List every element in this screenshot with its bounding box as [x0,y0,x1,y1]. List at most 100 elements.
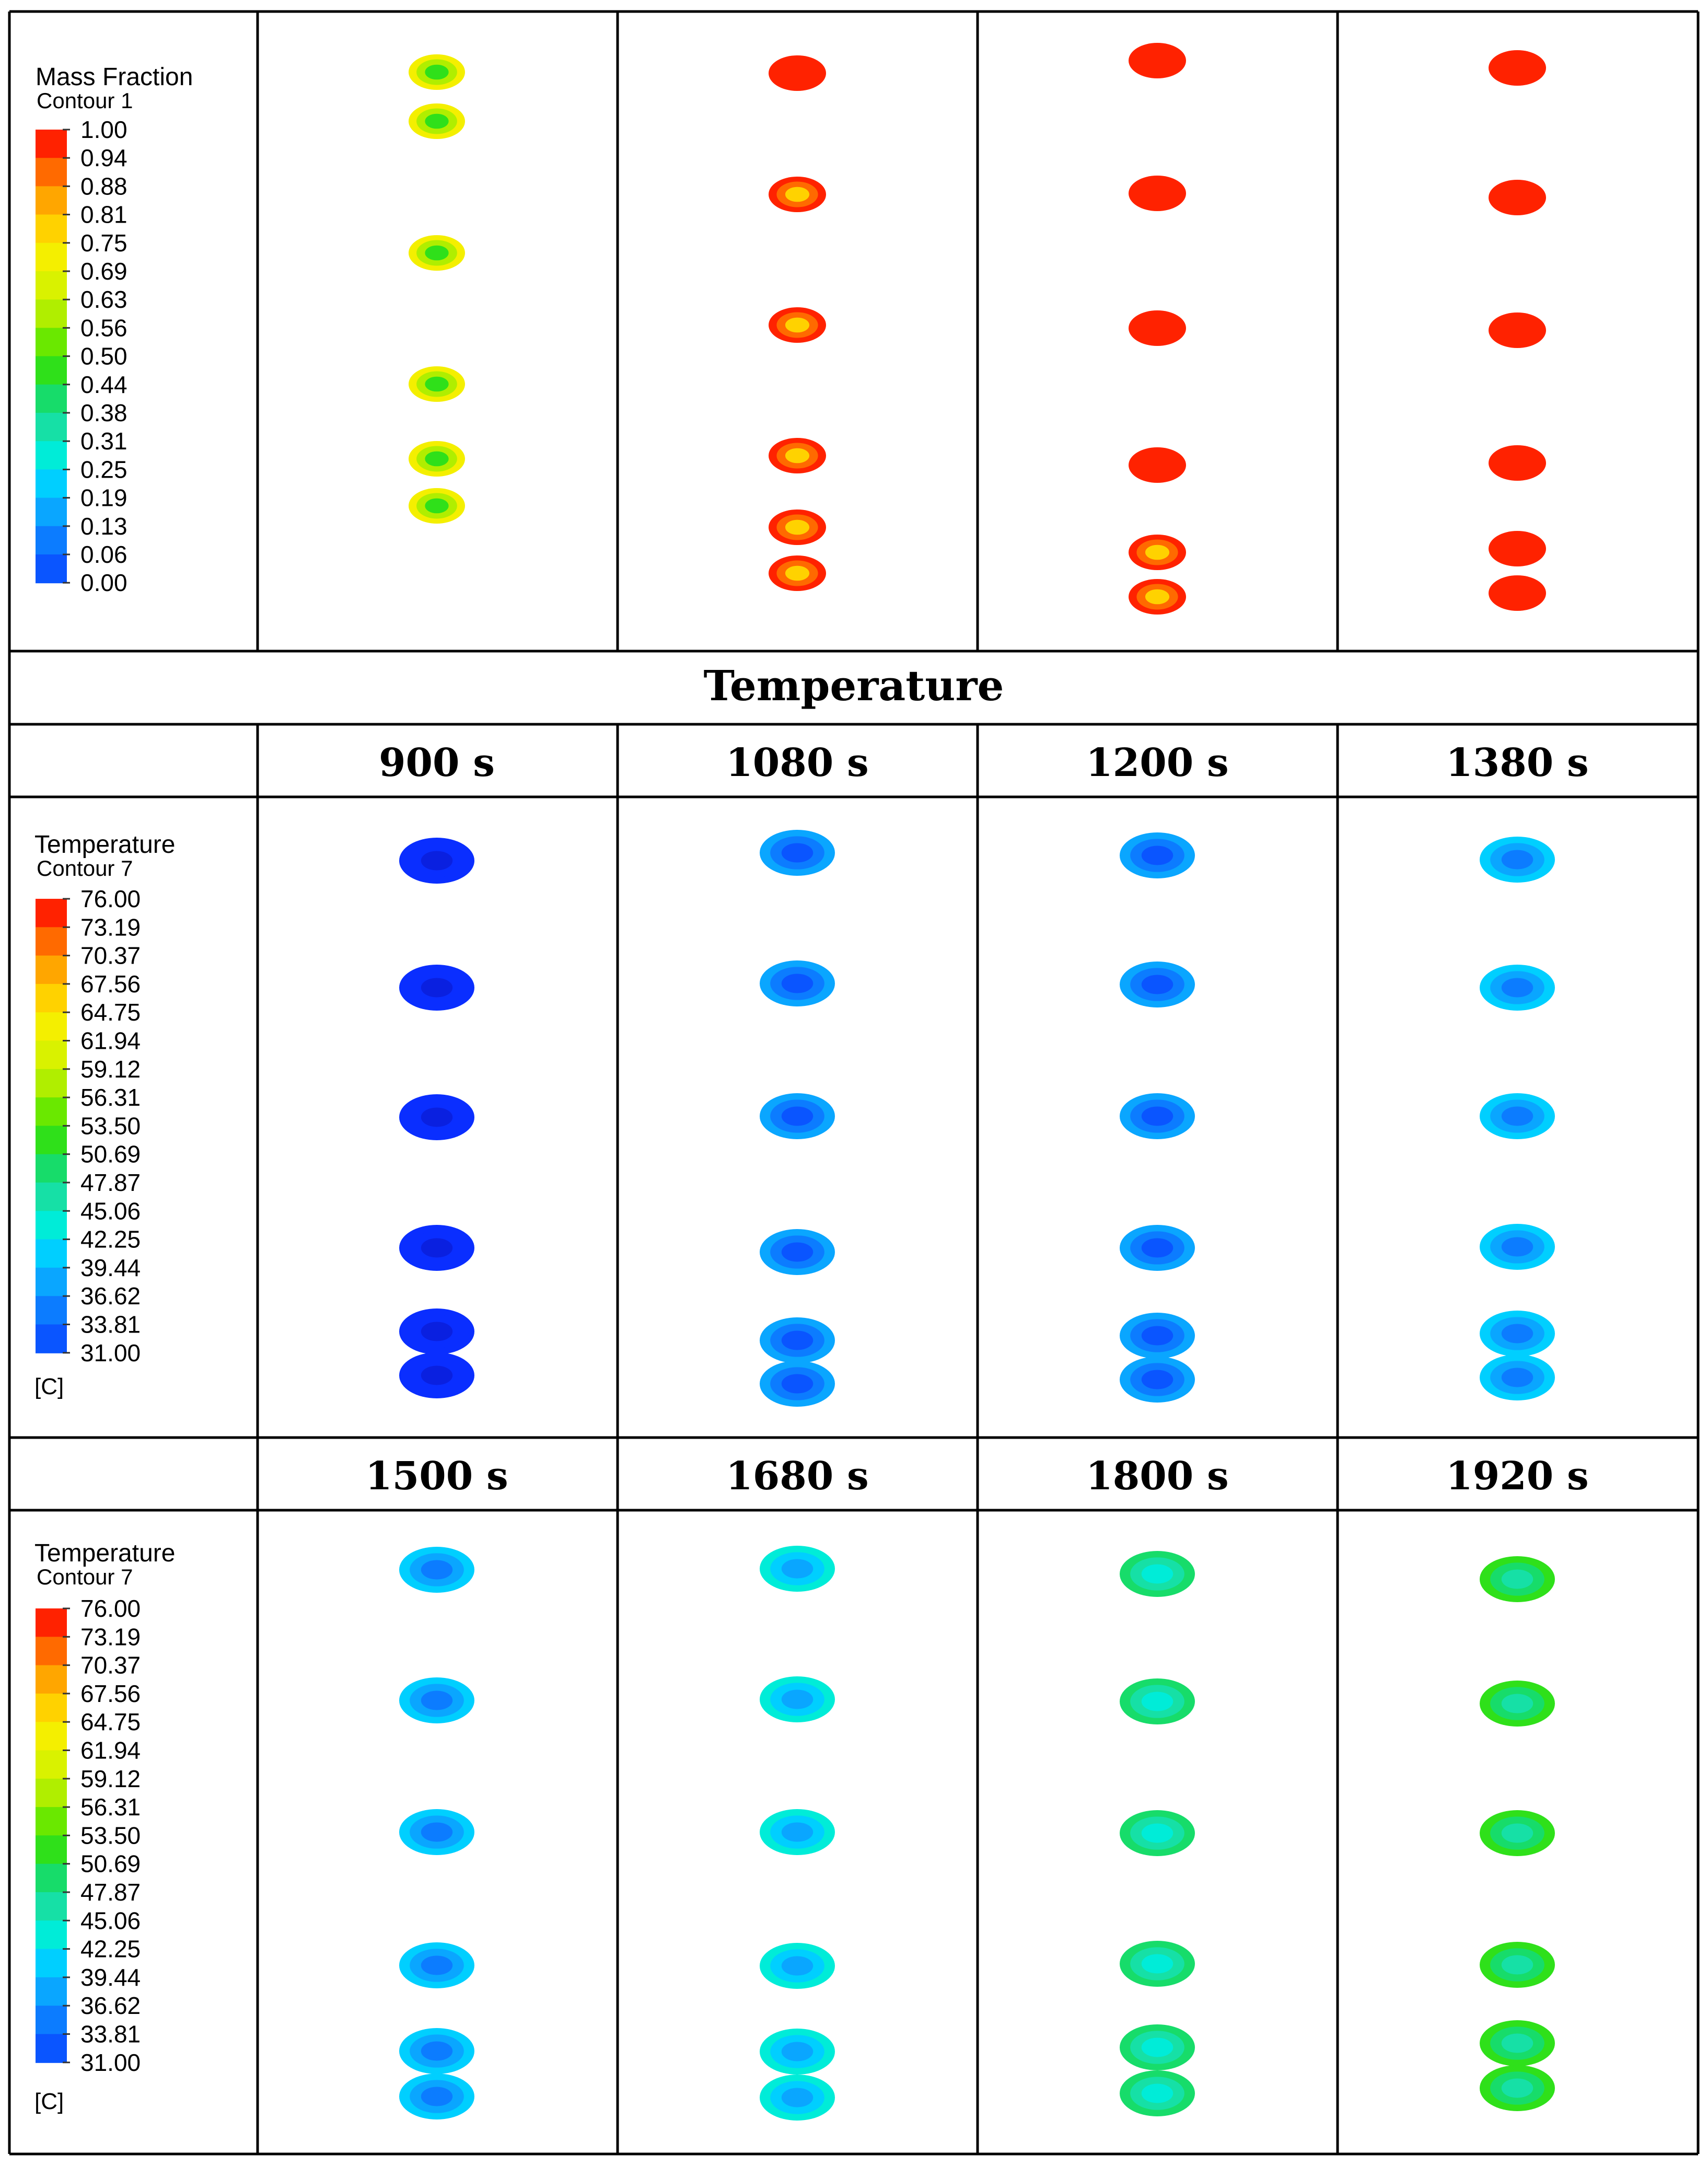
color-bar-segment [36,328,67,357]
droplet-core [425,376,449,392]
time-label-1500: 1500 s [365,1454,508,1499]
droplet-core [1141,845,1173,865]
tick-label: 64.75 [80,1708,141,1735]
tick-label: 0.25 [80,456,127,483]
color-bar-segment [36,1949,67,1978]
color-bar-segment [36,384,67,413]
tick-label: 39.44 [80,1964,141,1991]
tick-label: 50.69 [80,1850,141,1878]
tick-label: 64.75 [80,999,141,1026]
droplet-core [785,317,810,333]
tick-label: 0.44 [80,371,127,398]
legend-title: Temperature [34,831,175,859]
droplet-core [1141,2037,1173,2057]
tick-label: 33.81 [80,1311,141,1338]
color-bar-segment [36,1211,67,1240]
color-bar-segment [36,1778,67,1808]
color-bar-segment [36,469,67,499]
color-bar-segment [36,1012,67,1041]
droplet-core [421,1322,453,1341]
tick-label: 73.19 [80,913,141,941]
mass-fraction-legend: Mass Fraction Contour 1 1.000.940.880.81… [36,63,193,596]
tick-label: 0.56 [80,314,127,341]
droplet-core [781,1330,814,1350]
droplet-core [1141,1326,1173,1346]
temperature-legend-1: Temperature Contour 7 76.0073.1970.3767.… [34,831,175,1399]
color-bar-segment [36,1126,67,1155]
color-bar-segment [36,214,67,244]
color-bar-segment [36,158,67,187]
tick-label: 31.00 [80,2049,141,2076]
droplet-core [421,1365,453,1385]
droplet-core [1141,1106,1173,1126]
droplet-core [421,2041,453,2061]
droplet-core [421,851,453,871]
color-bar-segment [36,1863,67,1893]
tick-label: 36.62 [80,1992,141,2019]
legend-subtitle: Contour 1 [37,88,133,113]
droplet-core [421,1238,453,1258]
droplet-core [1501,1955,1533,1975]
color-bar-segment [36,1750,67,1779]
droplet-core [421,1955,453,1975]
color-bar-segment [36,1040,67,1070]
tick-label: 76.00 [80,1595,141,1622]
section-title: Temperature [704,661,1004,710]
temperature-color-bar [36,1608,67,2063]
droplet-core [1141,1238,1173,1258]
droplet-core [1141,1692,1173,1711]
tick-label: 76.00 [80,885,141,912]
tick-label: 0.75 [80,229,127,257]
droplet-core [1501,1106,1533,1126]
droplet-core [1501,1237,1533,1257]
tick-label: 33.81 [80,2021,141,2048]
droplet-core [1501,1569,1533,1589]
color-bar-segment [36,1665,67,1694]
tick-label: 0.31 [80,427,127,455]
droplet-core [1501,2033,1533,2053]
color-bar-segment [36,1892,67,1921]
legend-unit: [C] [34,2089,64,2114]
mass-fraction-color-bar [36,130,67,584]
tick-label: 56.31 [80,1084,141,1111]
tick-label: 42.25 [80,1936,141,1963]
color-bar-segment [36,130,67,159]
droplet-core [425,64,449,80]
tick-label: 0.69 [80,258,127,285]
droplet-outer-ring [1489,180,1546,215]
droplet-core [1501,850,1533,870]
tick-label: 67.56 [80,970,141,998]
color-bar-segment [36,1835,67,1864]
tick-label: 59.12 [80,1056,141,1083]
droplet-core [781,1822,814,1842]
tick-label: 47.87 [80,1169,141,1196]
tick-label: 45.06 [80,1197,141,1224]
tick-label: 1.00 [80,116,127,143]
droplet-core [425,245,449,261]
color-bar-segment [36,983,67,1013]
droplet-core [781,1689,814,1709]
tick-label: 0.06 [80,541,127,568]
legend-subtitle: Contour 7 [37,1565,133,1589]
tick-label: 59.12 [80,1765,141,1792]
color-bar-segment [36,271,67,300]
droplet-outer-ring [1489,531,1546,566]
color-bar-segment [36,413,67,442]
droplet-core [781,1956,814,1976]
color-bar-segment [36,1977,67,2007]
droplet-core [425,113,449,129]
droplet-core [1141,1370,1173,1389]
tick-label: 0.13 [80,513,127,540]
time-label-1380: 1380 s [1446,740,1588,785]
color-bar-segment [36,2034,67,2063]
color-bar-segment [36,186,67,215]
color-bar-segment [36,1239,67,1268]
droplet-core [781,2042,814,2061]
tick-label: 61.94 [80,1737,141,1764]
droplet-outer-ring [769,55,826,91]
tick-label: 73.19 [80,1623,141,1650]
droplet-outer-ring [1489,575,1546,611]
droplet-core [1141,975,1173,994]
droplet-outer-ring [1489,312,1546,348]
